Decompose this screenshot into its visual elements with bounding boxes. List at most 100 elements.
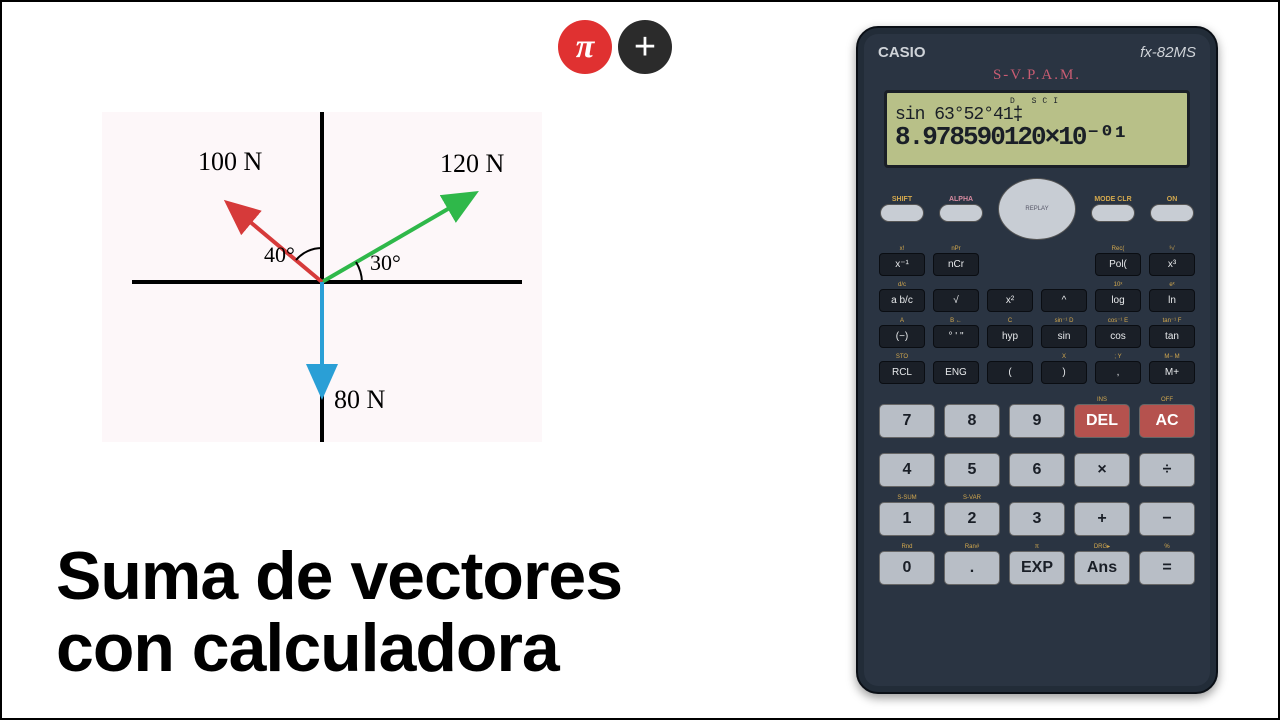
num-key-sup: % xyxy=(1164,543,1169,551)
fn-key[interactable]: x⁻¹ xyxy=(879,253,925,276)
fn-key-sup: ³√ xyxy=(1169,246,1174,253)
fn-key-sup: Rec( xyxy=(1112,246,1125,253)
num-key-cell: Rnd0 xyxy=(878,543,936,585)
num-key-cell: 7 xyxy=(878,396,936,438)
fn-key-cell: ³√x³ xyxy=(1148,246,1196,276)
svg-text:30°: 30° xyxy=(370,250,401,275)
fn-key[interactable]: ^ xyxy=(1041,289,1087,312)
num-key[interactable]: + xyxy=(1074,502,1130,536)
on-button[interactable] xyxy=(1150,204,1194,222)
fn-key[interactable]: x² xyxy=(987,289,1033,312)
num-key-sup: Rnd xyxy=(901,543,912,551)
fn-key-sup: A xyxy=(900,318,904,325)
fn-key-cell: ( xyxy=(986,354,1034,384)
fn-key[interactable]: , xyxy=(1095,361,1141,384)
num-key[interactable]: 2 xyxy=(944,502,1000,536)
num-key-cell: 8 xyxy=(943,396,1001,438)
fn-key-cell: STORCL xyxy=(878,354,926,384)
calc-brand: CASIO xyxy=(878,44,926,61)
num-key[interactable]: AC xyxy=(1139,404,1195,438)
fn-key[interactable]: nCr xyxy=(933,253,979,276)
fn-key-cell: ; Y, xyxy=(1094,354,1142,384)
fn-key[interactable]: a b/c xyxy=(879,289,925,312)
fn-key-sup: B ← xyxy=(950,318,962,325)
fn-key[interactable]: tan xyxy=(1149,325,1195,348)
num-key[interactable]: 5 xyxy=(944,453,1000,487)
fn-key[interactable]: √ xyxy=(933,289,979,312)
svg-text:100 N: 100 N xyxy=(198,147,263,176)
fn-key[interactable]: ln xyxy=(1149,289,1195,312)
function-key-grid: x!x⁻¹nPrnCrRec(Pol(³√x³d/ca b/c√x²^10ˣlo… xyxy=(874,244,1200,386)
num-key-cell: − xyxy=(1138,494,1196,536)
logo-group: π + xyxy=(558,20,672,74)
num-key[interactable]: EXP xyxy=(1009,551,1065,585)
shift-label: SHIFT xyxy=(892,196,912,203)
svg-text:120 N: 120 N xyxy=(440,149,505,178)
fn-key[interactable]: log xyxy=(1095,289,1141,312)
num-key[interactable]: 7 xyxy=(879,404,935,438)
fn-key[interactable]: (−) xyxy=(879,325,925,348)
fn-key-cell: Chyp xyxy=(986,318,1034,348)
fn-key-sup: nPr xyxy=(951,246,960,253)
alpha-button[interactable] xyxy=(939,204,983,222)
fn-key-cell: X) xyxy=(1040,354,1088,384)
calculator: CASIO fx-82MS S-V.P.A.M. D SCI sin 63°52… xyxy=(856,26,1218,694)
fn-key[interactable]: ENG xyxy=(933,361,979,384)
num-key-cell: DRG▸Ans xyxy=(1073,543,1131,585)
num-key-cell: OFFAC xyxy=(1138,396,1196,438)
num-key[interactable]: 1 xyxy=(879,502,935,536)
fn-key-cell: cos⁻¹ Ecos xyxy=(1094,318,1142,348)
numeric-key-grid: 789INSDELOFFAC456×÷S-SUM1S-VAR23+−Rnd0Ra… xyxy=(874,394,1200,587)
dpad[interactable] xyxy=(998,178,1076,240)
fn-key-cell: x² xyxy=(986,282,1034,312)
fn-key-cell: M− MM+ xyxy=(1148,354,1196,384)
num-key-sup: Ran# xyxy=(965,543,979,551)
num-key-cell: 6 xyxy=(1008,445,1066,487)
fn-key-sup: eˣ xyxy=(1169,282,1174,289)
lcd-display: D SCI sin 63°52°41‡ 8.978590120×10⁻⁰¹ xyxy=(884,90,1190,168)
fn-key[interactable]: ° ' " xyxy=(933,325,979,348)
fn-key-cell: sin⁻¹ Dsin xyxy=(1040,318,1088,348)
num-key[interactable]: 0 xyxy=(879,551,935,585)
num-key[interactable]: Ans xyxy=(1074,551,1130,585)
fn-key[interactable]: x³ xyxy=(1149,253,1195,276)
num-key[interactable]: 3 xyxy=(1009,502,1065,536)
num-key[interactable]: 9 xyxy=(1009,404,1065,438)
num-key-cell: %= xyxy=(1138,543,1196,585)
fn-key-sup: 10ˣ xyxy=(1114,282,1123,289)
fn-key-cell xyxy=(986,246,1034,276)
num-key-cell: + xyxy=(1073,494,1131,536)
shift-button[interactable] xyxy=(880,204,924,222)
fn-key-sup: cos⁻¹ E xyxy=(1108,318,1128,325)
fn-key-cell: ENG xyxy=(932,354,980,384)
num-key[interactable]: × xyxy=(1074,453,1130,487)
num-key-cell: 3 xyxy=(1008,494,1066,536)
fn-key[interactable]: sin xyxy=(1041,325,1087,348)
svg-text:40°: 40° xyxy=(264,242,295,267)
fn-key-sup: sin⁻¹ D xyxy=(1055,318,1074,325)
num-key[interactable]: 4 xyxy=(879,453,935,487)
num-key[interactable]: ÷ xyxy=(1139,453,1195,487)
num-key-sup: DRG▸ xyxy=(1094,543,1110,551)
num-key[interactable]: DEL xyxy=(1074,404,1130,438)
fn-key[interactable]: hyp xyxy=(987,325,1033,348)
fn-key-sup: STO xyxy=(896,354,908,361)
num-key-cell: 5 xyxy=(943,445,1001,487)
page-title: Suma de vectores con calculadora xyxy=(56,541,622,684)
fn-key-cell: Rec(Pol( xyxy=(1094,246,1142,276)
fn-key[interactable]: cos xyxy=(1095,325,1141,348)
fn-key[interactable]: ( xyxy=(987,361,1033,384)
num-key[interactable]: . xyxy=(944,551,1000,585)
num-key[interactable]: − xyxy=(1139,502,1195,536)
svg-text:80 N: 80 N xyxy=(334,385,386,414)
mode-button[interactable] xyxy=(1091,204,1135,222)
fn-key[interactable]: ) xyxy=(1041,361,1087,384)
num-key[interactable]: 8 xyxy=(944,404,1000,438)
title-line-2: con calculadora xyxy=(56,610,559,686)
fn-key[interactable]: M+ xyxy=(1149,361,1195,384)
fn-key[interactable]: Pol( xyxy=(1095,253,1141,276)
plus-icon: + xyxy=(618,20,672,74)
fn-key[interactable]: RCL xyxy=(879,361,925,384)
num-key[interactable]: = xyxy=(1139,551,1195,585)
num-key[interactable]: 6 xyxy=(1009,453,1065,487)
